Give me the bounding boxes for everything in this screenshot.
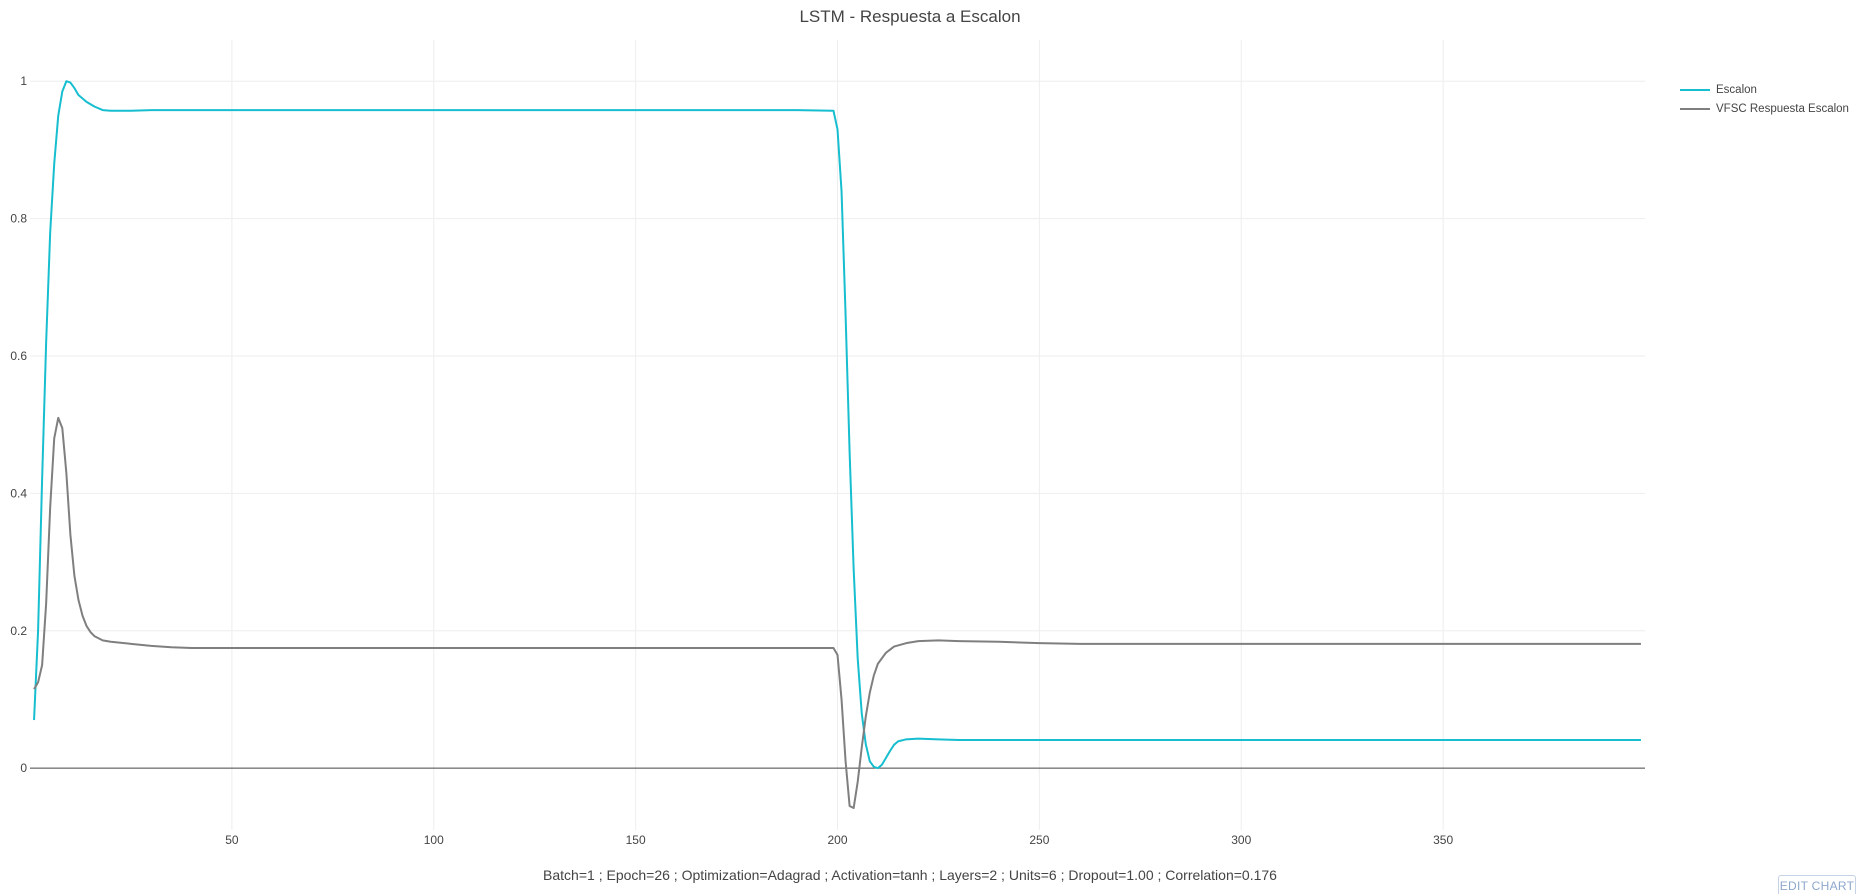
y-tick-label: 0.6 <box>10 349 27 363</box>
y-tick-label: 0.4 <box>10 486 27 500</box>
legend: Escalon VFSC Respuesta Escalon <box>1680 80 1849 118</box>
x-tick-label: 200 <box>827 833 847 847</box>
y-tick-label: 0.8 <box>10 212 27 226</box>
x-tick-label: 150 <box>626 833 646 847</box>
legend-label: VFSC Respuesta Escalon <box>1716 102 1849 115</box>
x-tick-label: 100 <box>424 833 444 847</box>
x-tick-label: 300 <box>1231 833 1251 847</box>
x-tick-label: 250 <box>1029 833 1049 847</box>
legend-line-swatch <box>1680 88 1710 91</box>
axis-tick-labels: 50 100 150 200 250 300 350 0 0.2 0.4 0.6 0.8 1 <box>10 74 1453 847</box>
x-tick-label: 350 <box>1433 833 1453 847</box>
y-tick-label: 1 <box>20 74 27 88</box>
y-tick-label: 0.2 <box>10 624 27 638</box>
y-tick-label: 0 <box>20 761 27 775</box>
legend-line-swatch <box>1680 107 1710 110</box>
legend-item-vfsc-respuesta[interactable]: VFSC Respuesta Escalon <box>1680 99 1849 118</box>
chart-title: LSTM - Respuesta a Escalon <box>799 7 1021 26</box>
grid-lines <box>30 40 1645 830</box>
legend-item-escalon[interactable]: Escalon <box>1680 80 1849 99</box>
x-tick-label: 50 <box>225 833 239 847</box>
series-lines <box>33 80 1641 810</box>
edit-chart-button[interactable]: EDIT CHART <box>1778 875 1856 894</box>
series-line-escalon <box>33 80 1641 770</box>
x-axis-label: Batch=1 ; Epoch=26 ; Optimization=Adagra… <box>543 867 1277 883</box>
legend-label: Escalon <box>1716 83 1757 96</box>
series-line-vfsc-respuesta-escalon <box>33 416 1641 810</box>
